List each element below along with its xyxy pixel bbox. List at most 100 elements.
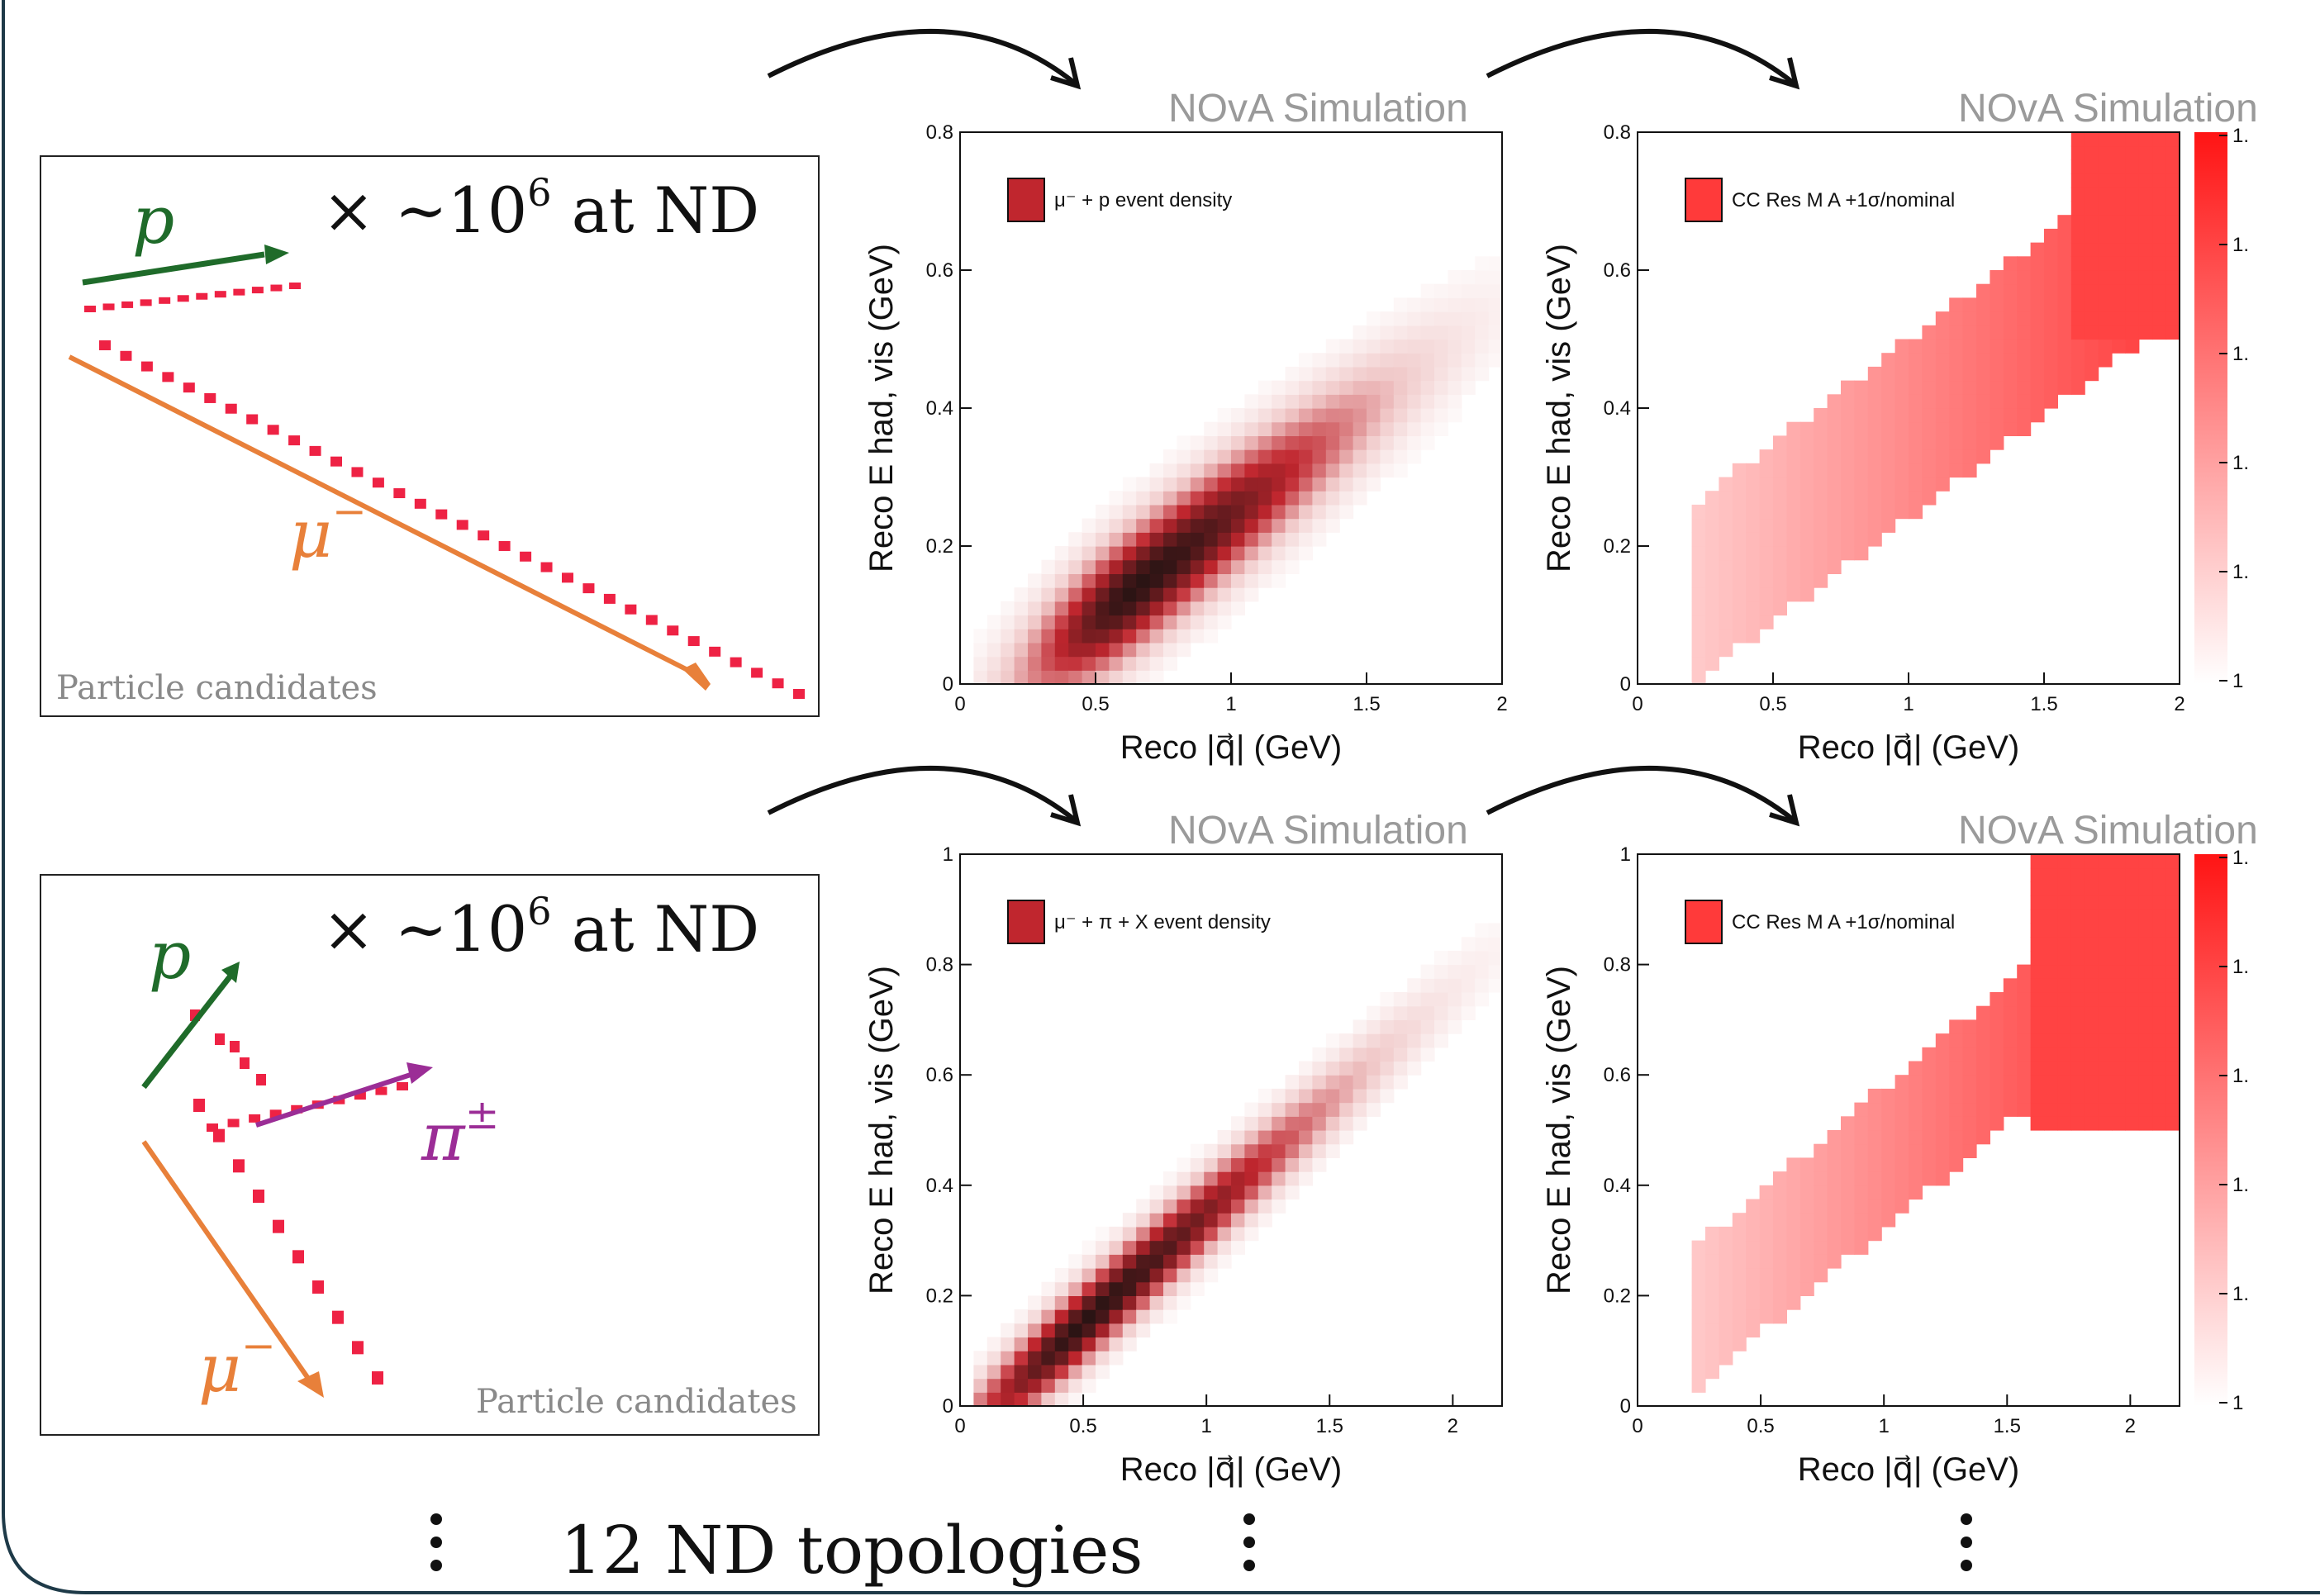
heatmap-cell: [1841, 421, 1855, 436]
heatmap-cell: [1488, 311, 1503, 326]
heatmap-cell: [1272, 394, 1286, 409]
hit-cell: [730, 657, 742, 667]
heatmap-cell: [1773, 435, 1787, 450]
heatmap-cell: [1353, 325, 1367, 340]
y-tick-label: 0.6: [926, 259, 953, 282]
y-tick-label: 0.8: [1604, 121, 1631, 144]
heatmap-cell: [2017, 1019, 2032, 1034]
heatmap-cell: [1353, 435, 1367, 450]
heatmap-cell: [1041, 587, 1056, 602]
y-tick-label: 0.8: [1604, 954, 1631, 976]
heatmap-cell: [1257, 1157, 1272, 1172]
heatmap-cell: [1867, 532, 1882, 547]
heatmap-cell: [1339, 449, 1354, 464]
heatmap-cell: [1935, 1171, 1950, 1186]
heatmap-cell: [2165, 325, 2180, 340]
heatmap-cell: [2165, 201, 2180, 216]
hit-cell: [140, 361, 153, 372]
heatmap-cell: [2138, 867, 2153, 882]
heatmap-cell: [2003, 366, 2018, 382]
heatmap-cell: [1312, 518, 1327, 533]
heatmap-cell: [2017, 978, 2032, 993]
x-tick-label: 1.5: [1316, 1415, 1343, 1437]
heatmap-cell: [1976, 283, 1990, 298]
heatmap-cell: [2165, 1005, 2180, 1020]
heatmap-cell: [2057, 1088, 2072, 1104]
heatmap-cell: [1257, 421, 1272, 436]
heatmap-cell: [1339, 353, 1354, 368]
heatmap-cell: [1109, 559, 1124, 574]
heatmap-cell: [1204, 1226, 1219, 1242]
heatmap-cell: [1909, 435, 1923, 450]
heatmap-cell: [1827, 408, 1842, 423]
heatmap-cell: [1109, 1254, 1124, 1269]
heatmap-cell: [1367, 477, 1381, 492]
heatmap-cell: [1204, 1199, 1219, 1214]
heatmap-cell: [2057, 1102, 2072, 1117]
heatmap-cell: [1949, 421, 1964, 436]
heatmap-cell: [1163, 546, 1177, 561]
heatmap-cell: [1799, 546, 1814, 561]
heatmap-cell: [1082, 1254, 1096, 1269]
heatmap-cell: [1881, 1185, 1896, 1200]
heatmap-cell: [1163, 1254, 1177, 1269]
heatmap-cell: [2070, 173, 2085, 188]
heatmap-cell: [1014, 642, 1029, 658]
heatmap-cell: [1244, 532, 1259, 547]
heatmap-cell: [1759, 1226, 1774, 1242]
heatmap-cell: [1257, 435, 1272, 450]
heatmap-cell: [2098, 325, 2113, 340]
heatmap-cell: [1786, 1213, 1801, 1228]
heatmap-cell: [1922, 325, 1937, 340]
vdots-middle: [1241, 1513, 1257, 1583]
heatmap-cell: [1746, 1199, 1761, 1214]
heatmap-cell: [1841, 1143, 1855, 1158]
heatmap-cell: [2165, 1033, 2180, 1048]
heatmap-cell: [1393, 366, 1408, 382]
heatmap-cell: [1190, 518, 1205, 533]
heatmap-cell: [1962, 1033, 1977, 1048]
heatmap-cell: [1109, 546, 1124, 561]
heatmap-cell: [2138, 1102, 2153, 1117]
heatmap-cell: [1122, 656, 1137, 671]
heatmap-cell: [2070, 215, 2085, 230]
heatmap-cell: [1190, 1143, 1205, 1158]
heatmap-cell: [1149, 587, 1164, 602]
hit-cell: [687, 636, 700, 647]
heatmap-cell: [1841, 1185, 1855, 1200]
heatmap-cell: [2138, 242, 2153, 257]
heatmap-cell: [1705, 1226, 1719, 1242]
hit-cell: [354, 1091, 366, 1100]
heatmap-cell: [1325, 504, 1340, 520]
heatmap-cell: [1136, 532, 1151, 547]
heatmap-cell: [1190, 573, 1205, 588]
heatmap-cell: [973, 670, 988, 685]
heatmap-cell: [1895, 380, 1909, 395]
x-axis-label: Reco |q⃗| (GeV): [1798, 1451, 2019, 1488]
multiplicity-label-1: × ∼106 at ND: [322, 169, 760, 247]
heatmap-cell: [1122, 1337, 1137, 1351]
heatmap-cell: [2070, 1005, 2085, 1020]
heatmap-cell: [1935, 1102, 1950, 1117]
heatmap-cell: [1257, 1185, 1272, 1200]
heatmap-cell: [1448, 978, 1462, 993]
heatmap-cell: [1244, 408, 1259, 423]
hit-cell: [215, 1033, 225, 1045]
heatmap-cell: [2030, 978, 2045, 993]
heatmap-cell: [1149, 656, 1164, 671]
heatmap-cell: [1353, 1088, 1367, 1104]
heatmap-cell: [1122, 1281, 1137, 1296]
heatmap-cell: [1854, 518, 1869, 533]
heatmap-cell: [1285, 1130, 1300, 1145]
heatmap-cell: [1814, 1199, 1828, 1214]
heatmap-cell: [1990, 1088, 2004, 1104]
hit-cell: [256, 1074, 266, 1085]
heatmap-cell: [1746, 1226, 1761, 1242]
colorbar-tick-label: 1.: [2232, 1283, 2249, 1305]
heatmap-cell: [2165, 867, 2180, 882]
heatmap-cell: [1380, 1033, 1395, 1048]
heatmap-cell: [1475, 311, 1490, 326]
heatmap-cell: [2098, 242, 2113, 257]
heatmap-cell: [2057, 937, 2072, 952]
proton-arrow-head-2: [221, 962, 240, 983]
